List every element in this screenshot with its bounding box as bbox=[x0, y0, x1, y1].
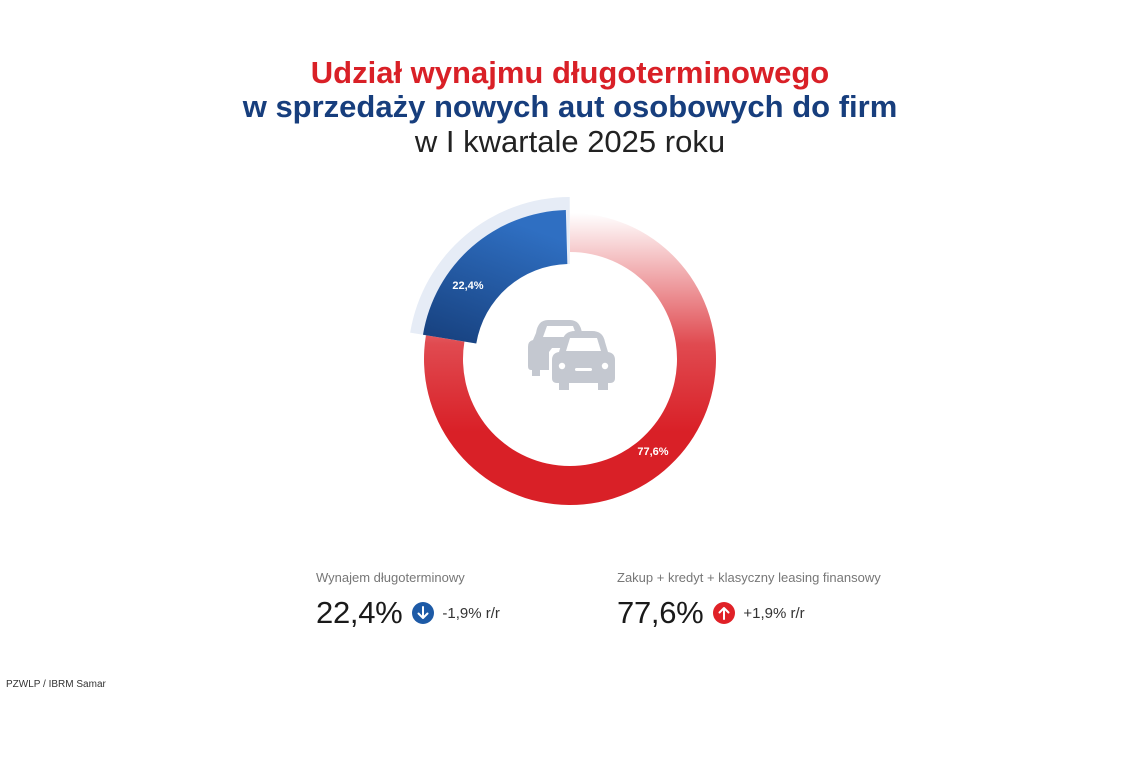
legend-caption: Wynajem długoterminowy bbox=[316, 570, 465, 585]
legend-change: -1,9% r/r bbox=[442, 604, 500, 622]
cars-icon bbox=[528, 320, 615, 392]
slice-long-term-rental bbox=[422, 210, 568, 344]
data-label-purchase-credit-leasing: 77,6% bbox=[637, 446, 668, 458]
arrow-up-icon bbox=[713, 602, 736, 624]
legend-value: 22,4% bbox=[316, 595, 403, 630]
source-note: PZWLP / IBRM Samar bbox=[6, 679, 106, 690]
legend-value: 77,6% bbox=[617, 595, 704, 630]
legend-item-long-term-rental: Wynajem długoterminowy 22,4% -1,9% r/r bbox=[316, 570, 500, 631]
legend-change: +1,9% r/r bbox=[743, 604, 805, 622]
arrow-down-icon bbox=[412, 602, 435, 624]
title-line-3: w I kwartale 2025 roku bbox=[414, 124, 726, 159]
title-line-2: w sprzedaży nowych aut osobowych do firm bbox=[242, 89, 898, 124]
chart-title: Udział wynajmu długoterminowego w sprzed… bbox=[0, 56, 1140, 160]
data-label-long-term-rental: 22,4% bbox=[452, 280, 483, 292]
title-line-1: Udział wynajmu długoterminowego bbox=[310, 55, 830, 90]
legend-caption: Zakup + kredyt + klasyczny leasing finan… bbox=[617, 570, 881, 585]
legend-item-purchase-credit-leasing: Zakup + kredyt + klasyczny leasing finan… bbox=[617, 570, 881, 631]
